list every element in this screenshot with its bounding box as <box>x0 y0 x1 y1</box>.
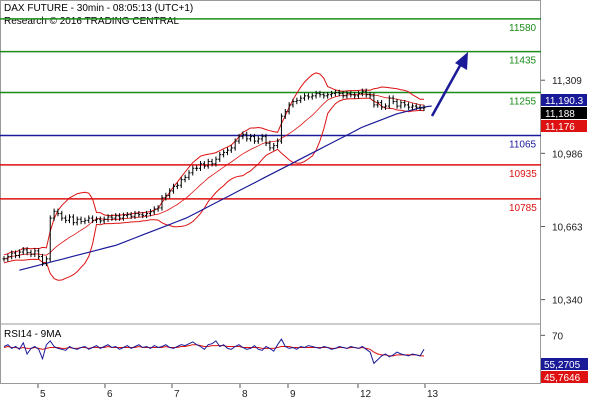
x-tick-label: 12 <box>360 389 372 400</box>
y-tick-label: 10,986 <box>552 149 583 160</box>
x-tick-label: 8 <box>242 389 248 400</box>
rsi-badge <box>541 358 588 370</box>
price-badge <box>541 94 587 106</box>
level-label-10935: 10935 <box>509 169 537 180</box>
y-tick-label: 10,663 <box>552 222 583 233</box>
price-badges: 11,190.3 11,188 11,176 <box>541 94 587 133</box>
rsi-tick-label: 70 <box>552 331 564 342</box>
level-label-11065: 11065 <box>509 139 537 150</box>
price-badge-label: 11,176 <box>545 122 575 133</box>
rsi-ma-line <box>3 344 424 357</box>
chart-frame <box>0 0 541 384</box>
y-tick-label: 10,340 <box>552 296 583 307</box>
level-label-11580: 11580 <box>509 23 537 34</box>
x-tick-label: 7 <box>174 389 180 400</box>
price-badge <box>541 107 587 119</box>
level-label-10785: 10785 <box>509 203 537 214</box>
projection-arrow <box>430 52 468 117</box>
price-bars <box>2 88 426 267</box>
price-badge <box>541 120 587 132</box>
level-label-11435: 11435 <box>509 56 537 67</box>
x-tick-label: 5 <box>40 389 46 400</box>
bollinger-bands <box>3 72 425 281</box>
x-tick-label: 13 <box>427 389 439 400</box>
rsi-panel: 70 55,2705 45,7646 <box>3 331 588 384</box>
price-badge-label: 11,188 <box>545 109 575 120</box>
price-badge-label: 11,190.3 <box>545 96 584 107</box>
x-tick-label: 9 <box>290 389 296 400</box>
rsi-badge <box>541 371 588 383</box>
moving-average-line <box>19 105 432 271</box>
x-axis: 5 6 7 8 9 12 13 <box>37 384 439 400</box>
ma-line <box>19 105 432 271</box>
rsi-badge-label: 45,7646 <box>544 373 581 384</box>
rsi-label: RSI14 - 9MA <box>4 329 62 340</box>
rsi-badge-label: 55,2705 <box>544 360 581 371</box>
level-label-11255: 11255 <box>509 96 537 107</box>
y-axis: 11,309 10,986 10,663 10,340 <box>541 76 583 307</box>
chart-title: DAX FUTURE - 30min - 08:05:13 (UTC+1) <box>4 3 193 14</box>
x-tick-label: 6 <box>107 389 113 400</box>
bollinger-middle <box>3 93 425 260</box>
y-tick-label: 11,309 <box>552 76 582 87</box>
level-lines: 11580 11435 11255 11065 10935 10785 <box>0 18 541 214</box>
chart-subtitle: Research © 2016 TRADING CENTRAL <box>4 16 179 27</box>
bollinger-lower <box>3 97 425 281</box>
rsi-line <box>3 338 425 365</box>
bollinger-upper <box>3 72 424 256</box>
